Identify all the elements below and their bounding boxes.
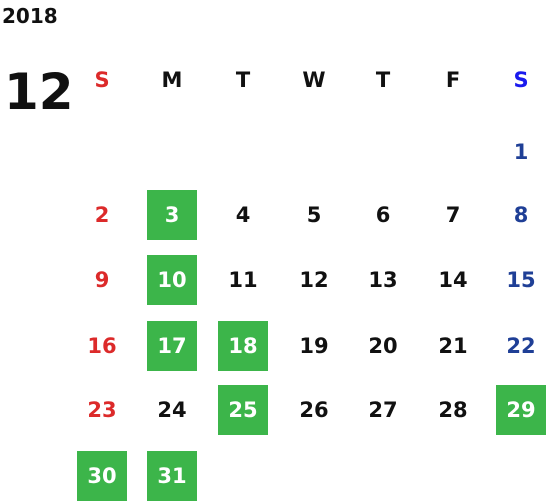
highlighted-day: 10: [147, 255, 197, 305]
day: 13: [368, 268, 398, 292]
highlighted-day: 3: [147, 190, 197, 240]
day: 24: [157, 398, 187, 422]
weekday-header: S: [513, 68, 529, 92]
day: 19: [299, 334, 329, 358]
day: 11: [228, 268, 258, 292]
day: 5: [306, 203, 322, 227]
day: 14: [438, 268, 468, 292]
day: 4: [235, 203, 251, 227]
month: 12: [4, 63, 74, 121]
day: 1: [513, 140, 529, 164]
year: 2018: [2, 4, 58, 28]
day: 15: [506, 268, 536, 292]
day: 28: [438, 398, 468, 422]
highlighted-day: 31: [147, 451, 197, 501]
weekday-header: T: [375, 68, 391, 92]
day: 7: [445, 203, 461, 227]
day: 27: [368, 398, 398, 422]
day: 8: [513, 203, 529, 227]
day: 6: [375, 203, 391, 227]
day: 26: [299, 398, 329, 422]
highlighted-day: 17: [147, 321, 197, 371]
highlighted-day: 29: [496, 385, 546, 435]
day: 16: [87, 334, 117, 358]
highlighted-day: 25: [218, 385, 268, 435]
weekday-header: W: [302, 68, 326, 92]
weekday-header: F: [445, 68, 461, 92]
day: 2: [94, 203, 110, 227]
day: 23: [87, 398, 117, 422]
day: 9: [94, 268, 110, 292]
day: 12: [299, 268, 329, 292]
day: 20: [368, 334, 398, 358]
day: 21: [438, 334, 468, 358]
weekday-header: S: [94, 68, 110, 92]
highlighted-day: 18: [218, 321, 268, 371]
weekday-header: T: [235, 68, 251, 92]
weekday-header: M: [161, 68, 183, 92]
day: 22: [506, 334, 536, 358]
highlighted-day: 30: [77, 451, 127, 501]
